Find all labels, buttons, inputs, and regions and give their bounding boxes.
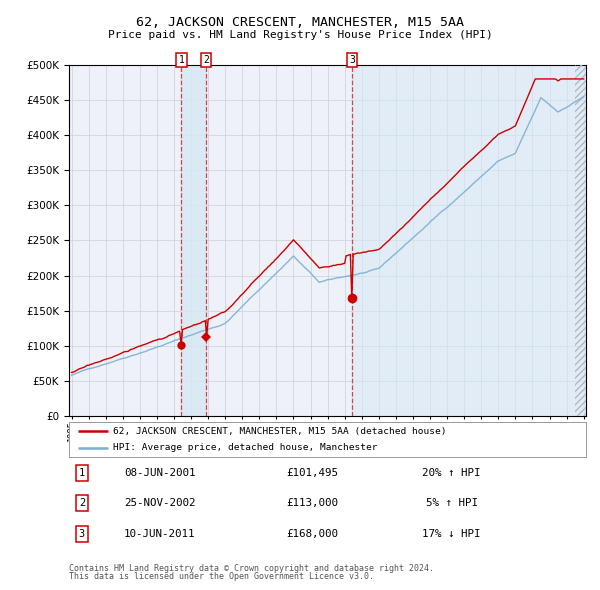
Text: 2: 2 [203, 55, 209, 65]
Text: £101,495: £101,495 [286, 468, 338, 477]
Text: Price paid vs. HM Land Registry's House Price Index (HPI): Price paid vs. HM Land Registry's House … [107, 31, 493, 40]
Text: 62, JACKSON CRESCENT, MANCHESTER, M15 5AA: 62, JACKSON CRESCENT, MANCHESTER, M15 5A… [136, 16, 464, 29]
Text: 17% ↓ HPI: 17% ↓ HPI [422, 529, 481, 539]
Text: Contains HM Land Registry data © Crown copyright and database right 2024.: Contains HM Land Registry data © Crown c… [69, 564, 434, 573]
Text: HPI: Average price, detached house, Manchester: HPI: Average price, detached house, Manc… [113, 443, 377, 452]
Text: 10-JUN-2011: 10-JUN-2011 [124, 529, 195, 539]
Text: 1: 1 [179, 55, 184, 65]
Bar [181, 65, 206, 416]
Bar [352, 65, 584, 416]
Text: 62, JACKSON CRESCENT, MANCHESTER, M15 5AA (detached house): 62, JACKSON CRESCENT, MANCHESTER, M15 5A… [113, 427, 446, 436]
Text: 20% ↑ HPI: 20% ↑ HPI [422, 468, 481, 477]
Text: 1: 1 [79, 468, 85, 477]
Text: 3: 3 [349, 55, 355, 65]
Bar [575, 65, 587, 416]
Text: 3: 3 [79, 529, 85, 539]
Text: £113,000: £113,000 [286, 499, 338, 508]
Text: 08-JUN-2001: 08-JUN-2001 [124, 468, 195, 477]
Text: £168,000: £168,000 [286, 529, 338, 539]
Text: 25-NOV-2002: 25-NOV-2002 [124, 499, 195, 508]
Text: 5% ↑ HPI: 5% ↑ HPI [426, 499, 478, 508]
Text: 2: 2 [79, 499, 85, 508]
Bar [577, 65, 586, 416]
Text: This data is licensed under the Open Government Licence v3.0.: This data is licensed under the Open Gov… [69, 572, 374, 581]
